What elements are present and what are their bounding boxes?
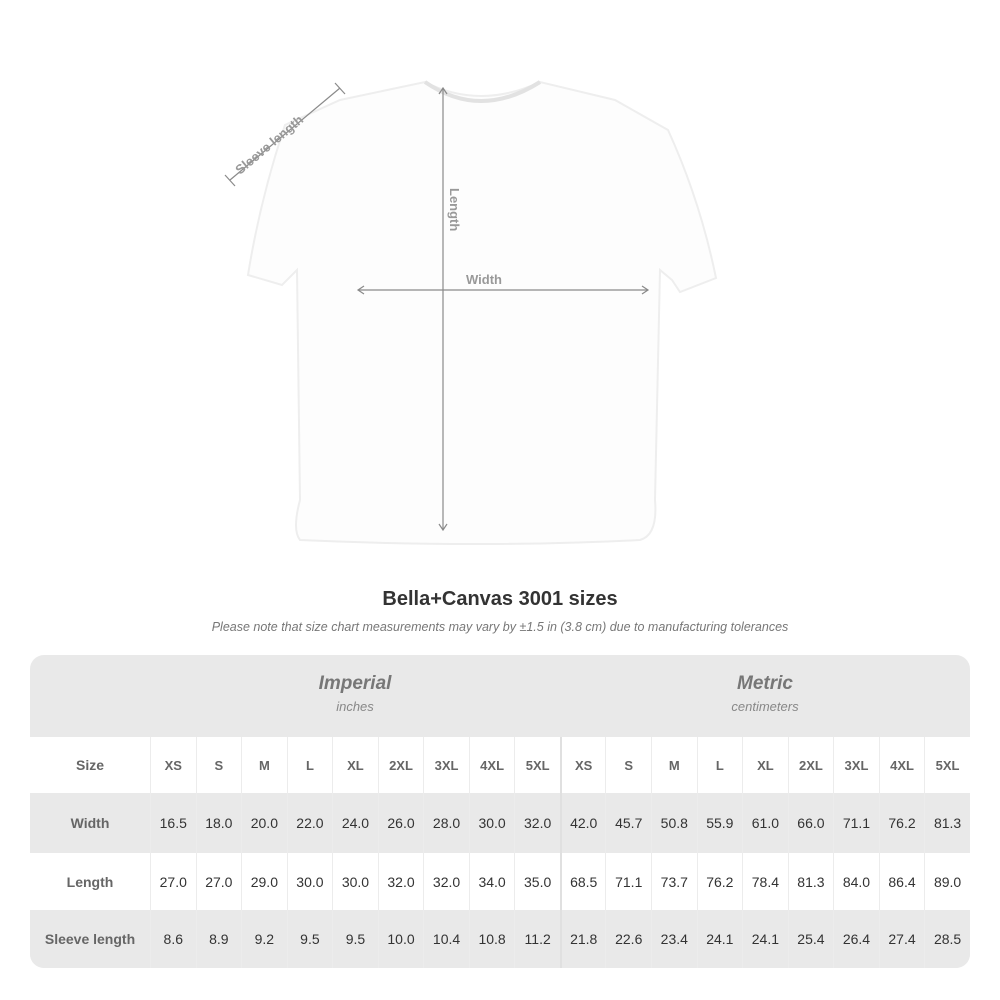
row-label: Width <box>70 815 110 831</box>
metric-cell: 55.9 <box>696 793 743 853</box>
metric-cell: 45.7 <box>605 793 651 853</box>
metric-cell: 27.4 <box>878 910 925 968</box>
row-label: Sleeve length <box>44 931 136 947</box>
metric-cell: 81.3 <box>924 793 970 853</box>
size-header-cell: 3XL <box>423 737 469 793</box>
imperial-cell: 10.0 <box>377 910 424 968</box>
metric-cell: 71.1 <box>605 853 651 910</box>
imperial-cell: 11.2 <box>514 910 560 968</box>
imperial-cell: 32.0 <box>423 853 469 910</box>
size-header-cell: 3XL <box>833 737 879 793</box>
imperial-cell: 8.6 <box>150 910 196 968</box>
metric-cell: 84.0 <box>833 853 879 910</box>
imperial-cell: 10.8 <box>468 910 515 968</box>
metric-cell: 26.4 <box>833 910 879 968</box>
imperial-cell: 29.0 <box>241 853 287 910</box>
table-row: Width 16.5 18.0 20.0 22.0 24.0 26.0 28.0 30.0 32.… <box>30 793 970 853</box>
metric-cell: 24.1 <box>742 910 788 968</box>
imperial-unit: inches <box>336 699 374 714</box>
table-row: Sleeve length 8.6 8.9 9.2 9.5 9.5 10.0 10.4 10.8… <box>30 910 970 968</box>
size-table: Imperial inches Metric centimeters Size X… <box>30 655 970 968</box>
imperial-cell: 8.9 <box>195 910 242 968</box>
imperial-cell: 30.0 <box>332 853 378 910</box>
imperial-title: Imperial <box>318 673 392 694</box>
imperial-cell: 20.0 <box>241 793 287 853</box>
metric-cell: 21.8 <box>559 910 606 968</box>
size-header-cell: 2XL <box>787 737 834 793</box>
size-header-cell: XL <box>332 737 378 793</box>
metric-cell: 23.4 <box>651 910 697 968</box>
tshirt-diagram: Sleeve length Length Width <box>224 80 718 545</box>
metric-cell: 50.8 <box>651 793 697 853</box>
imperial-cell: 9.5 <box>332 910 378 968</box>
width-label: Width <box>466 272 502 287</box>
tshirt-shape <box>246 80 718 545</box>
metric-header: Metric centimeters <box>560 655 970 737</box>
collar <box>423 80 542 103</box>
imperial-cell: 27.0 <box>195 853 242 910</box>
imperial-cell: 30.0 <box>286 853 333 910</box>
imperial-cell: 32.0 <box>514 793 560 853</box>
metric-cell: 61.0 <box>742 793 788 853</box>
imperial-cell: 32.0 <box>377 853 424 910</box>
imperial-cell: 28.0 <box>423 793 469 853</box>
tolerance-note: Please note that size chart measurements… <box>211 620 789 634</box>
metric-cell: 25.4 <box>787 910 834 968</box>
size-header-cell: XS <box>150 737 196 793</box>
size-header-cell: S <box>195 737 242 793</box>
metric-cell: 24.1 <box>696 910 743 968</box>
imperial-cell: 16.5 <box>150 793 196 853</box>
imperial-cell: 18.0 <box>195 793 242 853</box>
metric-cell: 76.2 <box>696 853 743 910</box>
metric-unit: centimeters <box>731 699 799 714</box>
page-title: Bella+Canvas 3001 sizes <box>382 588 618 610</box>
sleeve-length-arrow <box>229 87 341 181</box>
metric-cell: 78.4 <box>742 853 788 910</box>
size-header-cell: M <box>651 737 697 793</box>
imperial-cell: 24.0 <box>332 793 378 853</box>
imperial-cell: 22.0 <box>286 793 333 853</box>
metric-cell: 68.5 <box>559 853 606 910</box>
size-header-cell: XS <box>559 737 606 793</box>
imperial-cell: 10.4 <box>423 910 469 968</box>
size-header-row: Size XS S M L XL 2XL 3XL 4XL 5XL XS S M L XL 2XL 3XL 4XL 5… <box>30 737 970 793</box>
row-label: Length <box>66 873 114 890</box>
table-row: Length 27.0 27.0 29.0 30.0 30.0 32.0 32.0 34.0 35… <box>30 853 970 910</box>
size-header-cell: 2XL <box>377 737 424 793</box>
metric-cell: 66.0 <box>787 793 834 853</box>
metric-cell: 42.0 <box>559 793 606 853</box>
imperial-cell: 35.0 <box>514 853 560 910</box>
metric-cell: 28.5 <box>924 910 970 968</box>
imperial-cell: 9.5 <box>286 910 333 968</box>
size-header-cell: 5XL <box>514 737 560 793</box>
imperial-header: Imperial inches <box>150 655 560 737</box>
size-header-cell: 4XL <box>878 737 925 793</box>
imperial-cell: 30.0 <box>468 793 515 853</box>
length-label: Length <box>447 188 462 231</box>
metric-cell: 73.7 <box>651 853 697 910</box>
size-header-cell: 4XL <box>468 737 515 793</box>
size-header-cell: XL <box>742 737 788 793</box>
metric-cell: 71.1 <box>833 793 879 853</box>
imperial-cell: 26.0 <box>377 793 424 853</box>
size-header-cell: M <box>241 737 287 793</box>
row-label: Size <box>75 757 104 773</box>
metric-title: Metric <box>737 673 793 694</box>
imperial-cell: 27.0 <box>150 853 196 910</box>
metric-cell: 76.2 <box>878 793 925 853</box>
metric-cell: 81.3 <box>787 853 834 910</box>
imperial-cell: 9.2 <box>241 910 287 968</box>
metric-cell: 89.0 <box>924 853 970 910</box>
size-header-cell: L <box>696 737 743 793</box>
metric-cell: 86.4 <box>878 853 925 910</box>
size-header-cell: L <box>286 737 333 793</box>
imperial-cell: 34.0 <box>468 853 515 910</box>
size-header-cell: S <box>605 737 651 793</box>
size-header-cell: 5XL <box>924 737 970 793</box>
metric-cell: 22.6 <box>605 910 651 968</box>
